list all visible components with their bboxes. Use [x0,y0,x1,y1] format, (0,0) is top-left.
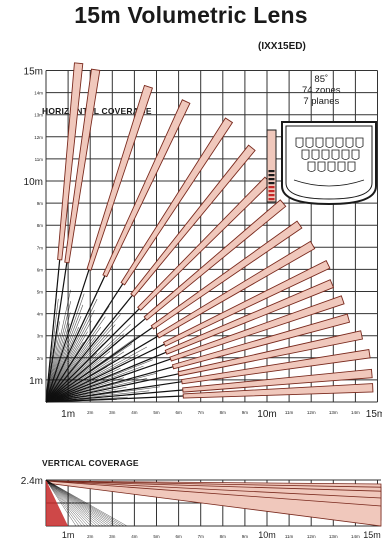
x-tick-label: 7m [198,410,205,415]
y-tick-label: 3m [37,334,44,339]
vertical-x-tick-label: 7m [198,534,205,539]
beam-zone [182,383,374,399]
vertical-y-tick-label: 2.4m [21,476,43,487]
model-number: (IXX15ED) [258,41,306,52]
y-tick-label: 1m [29,376,43,387]
x-tick-label: 2m [87,410,94,415]
x-tick-label: 1m [61,409,75,420]
vertical-x-tick-label: 8m [220,534,227,539]
x-tick-label: 6m [175,410,182,415]
y-tick-label: 8m [37,223,44,228]
specs-block: 85˚ 74 zones 7 planes [302,74,341,107]
vertical-x-tick-label: 5m [153,534,160,539]
x-tick-label: 8m [220,410,227,415]
beam-zone [164,279,335,355]
beam-zone [130,144,256,298]
beam-zone [120,117,234,286]
x-tick-label: 15m [366,409,382,420]
x-tick-label: 9m [242,410,249,415]
beam-zone [137,176,272,311]
x-tick-label: 11m [285,410,294,415]
horizontal-axes: 1m 2m 3m 4m 5m 6m 7m 8m 9m 10m 11m 12m 13m 14m 15m 1m 2m… [24,67,382,421]
y-tick-label: 13m [34,113,43,118]
horizontal-coverage-label: HORIZONTAL COVERAGE [42,106,152,116]
lens-segments [293,137,365,187]
spec-zones: 74 zones [302,85,341,96]
vertical-x-tick-label: 10m [258,530,276,540]
vertical-coverage-label: VERTICAL COVERAGE [42,458,139,468]
y-tick-label: 7m [37,245,44,250]
x-tick-label: 13m [329,410,338,415]
x-tick-label: 3m [109,410,116,415]
beam-zone [150,220,303,330]
y-tick-label: 9m [37,201,44,206]
y-tick-label: 14m [34,91,43,96]
vertical-x-tick-label: 15m [363,530,381,540]
beam-zone [181,348,371,385]
vertical-x-tick-label: 9m [242,534,249,539]
x-tick-label: 12m [307,410,316,415]
vertical-x-tick-label: 12m [307,534,316,539]
vertical-x-tick-label: 6m [175,534,182,539]
y-tick-label: 4m [37,312,44,317]
beam-zone [162,260,331,347]
vertical-beams [45,479,382,527]
beam-zone [57,62,84,261]
y-tick-label: 10m [24,177,43,188]
vertical-x-tick-label: 11m [285,534,294,539]
vertical-x-tick-label: 4m [131,534,138,539]
beam-zone [143,199,287,321]
x-tick-label: 10m [257,409,276,420]
zone-column-icon [266,129,277,203]
x-tick-label: 5m [153,410,160,415]
y-tick-label: 15m [24,67,43,78]
y-tick-label: 11m [35,157,44,162]
y-tick-label: 5m [37,290,44,295]
beam-zone [156,240,316,339]
vertical-axes: 2.4m 1m 2m 3m 4m 5m 6m 7m 8m 9m 10m 11m 12m 13m 14m 15m [21,476,381,540]
beam-zone [86,84,154,271]
x-tick-label: 14m [351,410,360,415]
y-tick-label: 6m [37,267,44,272]
spec-planes: 7 planes [303,96,340,107]
y-tick-label: 2m [37,356,44,361]
beam-zone [64,68,101,264]
vertical-x-tick-label: 2m [87,534,94,539]
vertical-x-tick-label: 13m [329,534,338,539]
beam-zone [177,330,364,377]
y-tick-label: 12m [34,135,43,140]
horizontal-beams [45,62,374,403]
beam-zone [182,368,373,393]
beam-zone [102,99,191,278]
x-tick-label: 4m [131,410,138,415]
spec-angle: 85˚ [314,74,329,85]
page-title: 15m Volumetric Lens [74,2,308,28]
vertical-x-tick-label: 3m [109,534,116,539]
beam-zone [169,295,345,362]
beam-zone [171,313,351,370]
lens-icon [281,121,377,206]
vertical-x-tick-label: 14m [351,534,360,539]
vertical-x-tick-label: 1m [62,530,75,540]
